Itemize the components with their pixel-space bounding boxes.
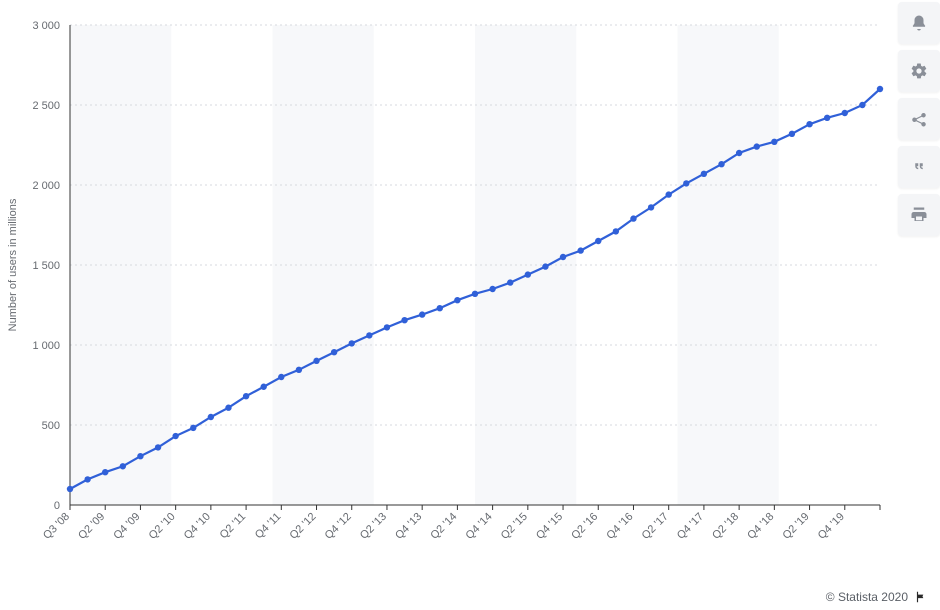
svg-text:0: 0 [54,500,60,512]
svg-text:2 000: 2 000 [32,180,60,192]
svg-text:500: 500 [42,420,60,432]
svg-text:Q2 '16: Q2 '16 [569,511,600,542]
notifications-icon [910,14,928,32]
print-icon [910,206,928,224]
quote-button[interactable] [898,146,940,188]
settings-icon [910,62,928,80]
svg-text:2 500: 2 500 [32,100,60,112]
svg-text:Q4 '17: Q4 '17 [675,511,706,542]
settings-button[interactable] [898,50,940,92]
svg-text:Number of users in millions: Number of users in millions [7,198,19,331]
svg-text:Q4 '10: Q4 '10 [182,511,213,542]
svg-text:Q4 '12: Q4 '12 [323,511,354,542]
svg-text:Q2 '19: Q2 '19 [781,511,812,542]
quote-icon [910,158,928,176]
svg-text:1 000: 1 000 [32,340,60,352]
svg-text:Q2 '09: Q2 '09 [76,511,107,542]
svg-text:Q2 '14: Q2 '14 [428,511,459,542]
svg-text:Q3 '08: Q3 '08 [41,511,72,542]
svg-text:Q2 '10: Q2 '10 [147,511,178,542]
svg-text:1 500: 1 500 [32,260,60,272]
svg-text:Q4 '13: Q4 '13 [393,511,424,542]
svg-text:Q2 '11: Q2 '11 [218,511,249,542]
attribution-text: © Statista 2020 [826,590,908,604]
svg-text:Q4 '15: Q4 '15 [534,511,565,542]
chart-container: 0 500 1 000 1 500 2 000 2 500 3 000 Q3 '08Q2 '0… [0,0,900,600]
svg-text:Q2 '13: Q2 '13 [358,511,389,542]
attribution: © Statista 2020 [826,590,928,604]
svg-text:Q2 '12: Q2 '12 [287,511,318,542]
line-chart: 0 500 1 000 1 500 2 000 2 500 3 000 Q3 '08Q2 '0… [0,0,900,600]
svg-text:Q4 '09: Q4 '09 [111,511,142,542]
svg-text:Q4 '11: Q4 '11 [253,511,284,542]
svg-text:Q4 '16: Q4 '16 [604,511,635,542]
share-icon [910,110,928,128]
svg-text:Q4 '14: Q4 '14 [464,511,495,542]
svg-text:Q2 '17: Q2 '17 [640,511,671,542]
share-button[interactable] [898,98,940,140]
chart-toolbar [898,2,940,236]
svg-text:3 000: 3 000 [32,20,60,32]
svg-text:Q2 '18: Q2 '18 [710,511,741,542]
svg-text:Q2 '15: Q2 '15 [499,511,530,542]
svg-text:Q4 '18: Q4 '18 [745,511,776,542]
notifications-button[interactable] [898,2,940,44]
flag-icon [914,590,928,604]
svg-text:Q4 '19: Q4 '19 [816,511,847,542]
print-button[interactable] [898,194,940,236]
